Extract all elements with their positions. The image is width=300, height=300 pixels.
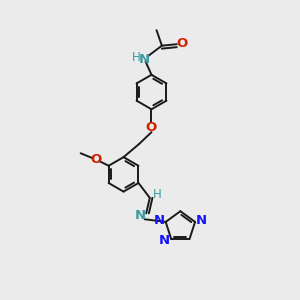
Text: N: N bbox=[154, 214, 165, 227]
Text: H: H bbox=[132, 51, 141, 64]
Text: N: N bbox=[159, 234, 170, 247]
Text: O: O bbox=[91, 153, 102, 166]
Text: H: H bbox=[152, 188, 161, 201]
Text: N: N bbox=[196, 214, 207, 227]
Text: N: N bbox=[139, 53, 150, 66]
Text: O: O bbox=[146, 121, 157, 134]
Text: N: N bbox=[135, 209, 146, 222]
Text: O: O bbox=[176, 37, 188, 50]
